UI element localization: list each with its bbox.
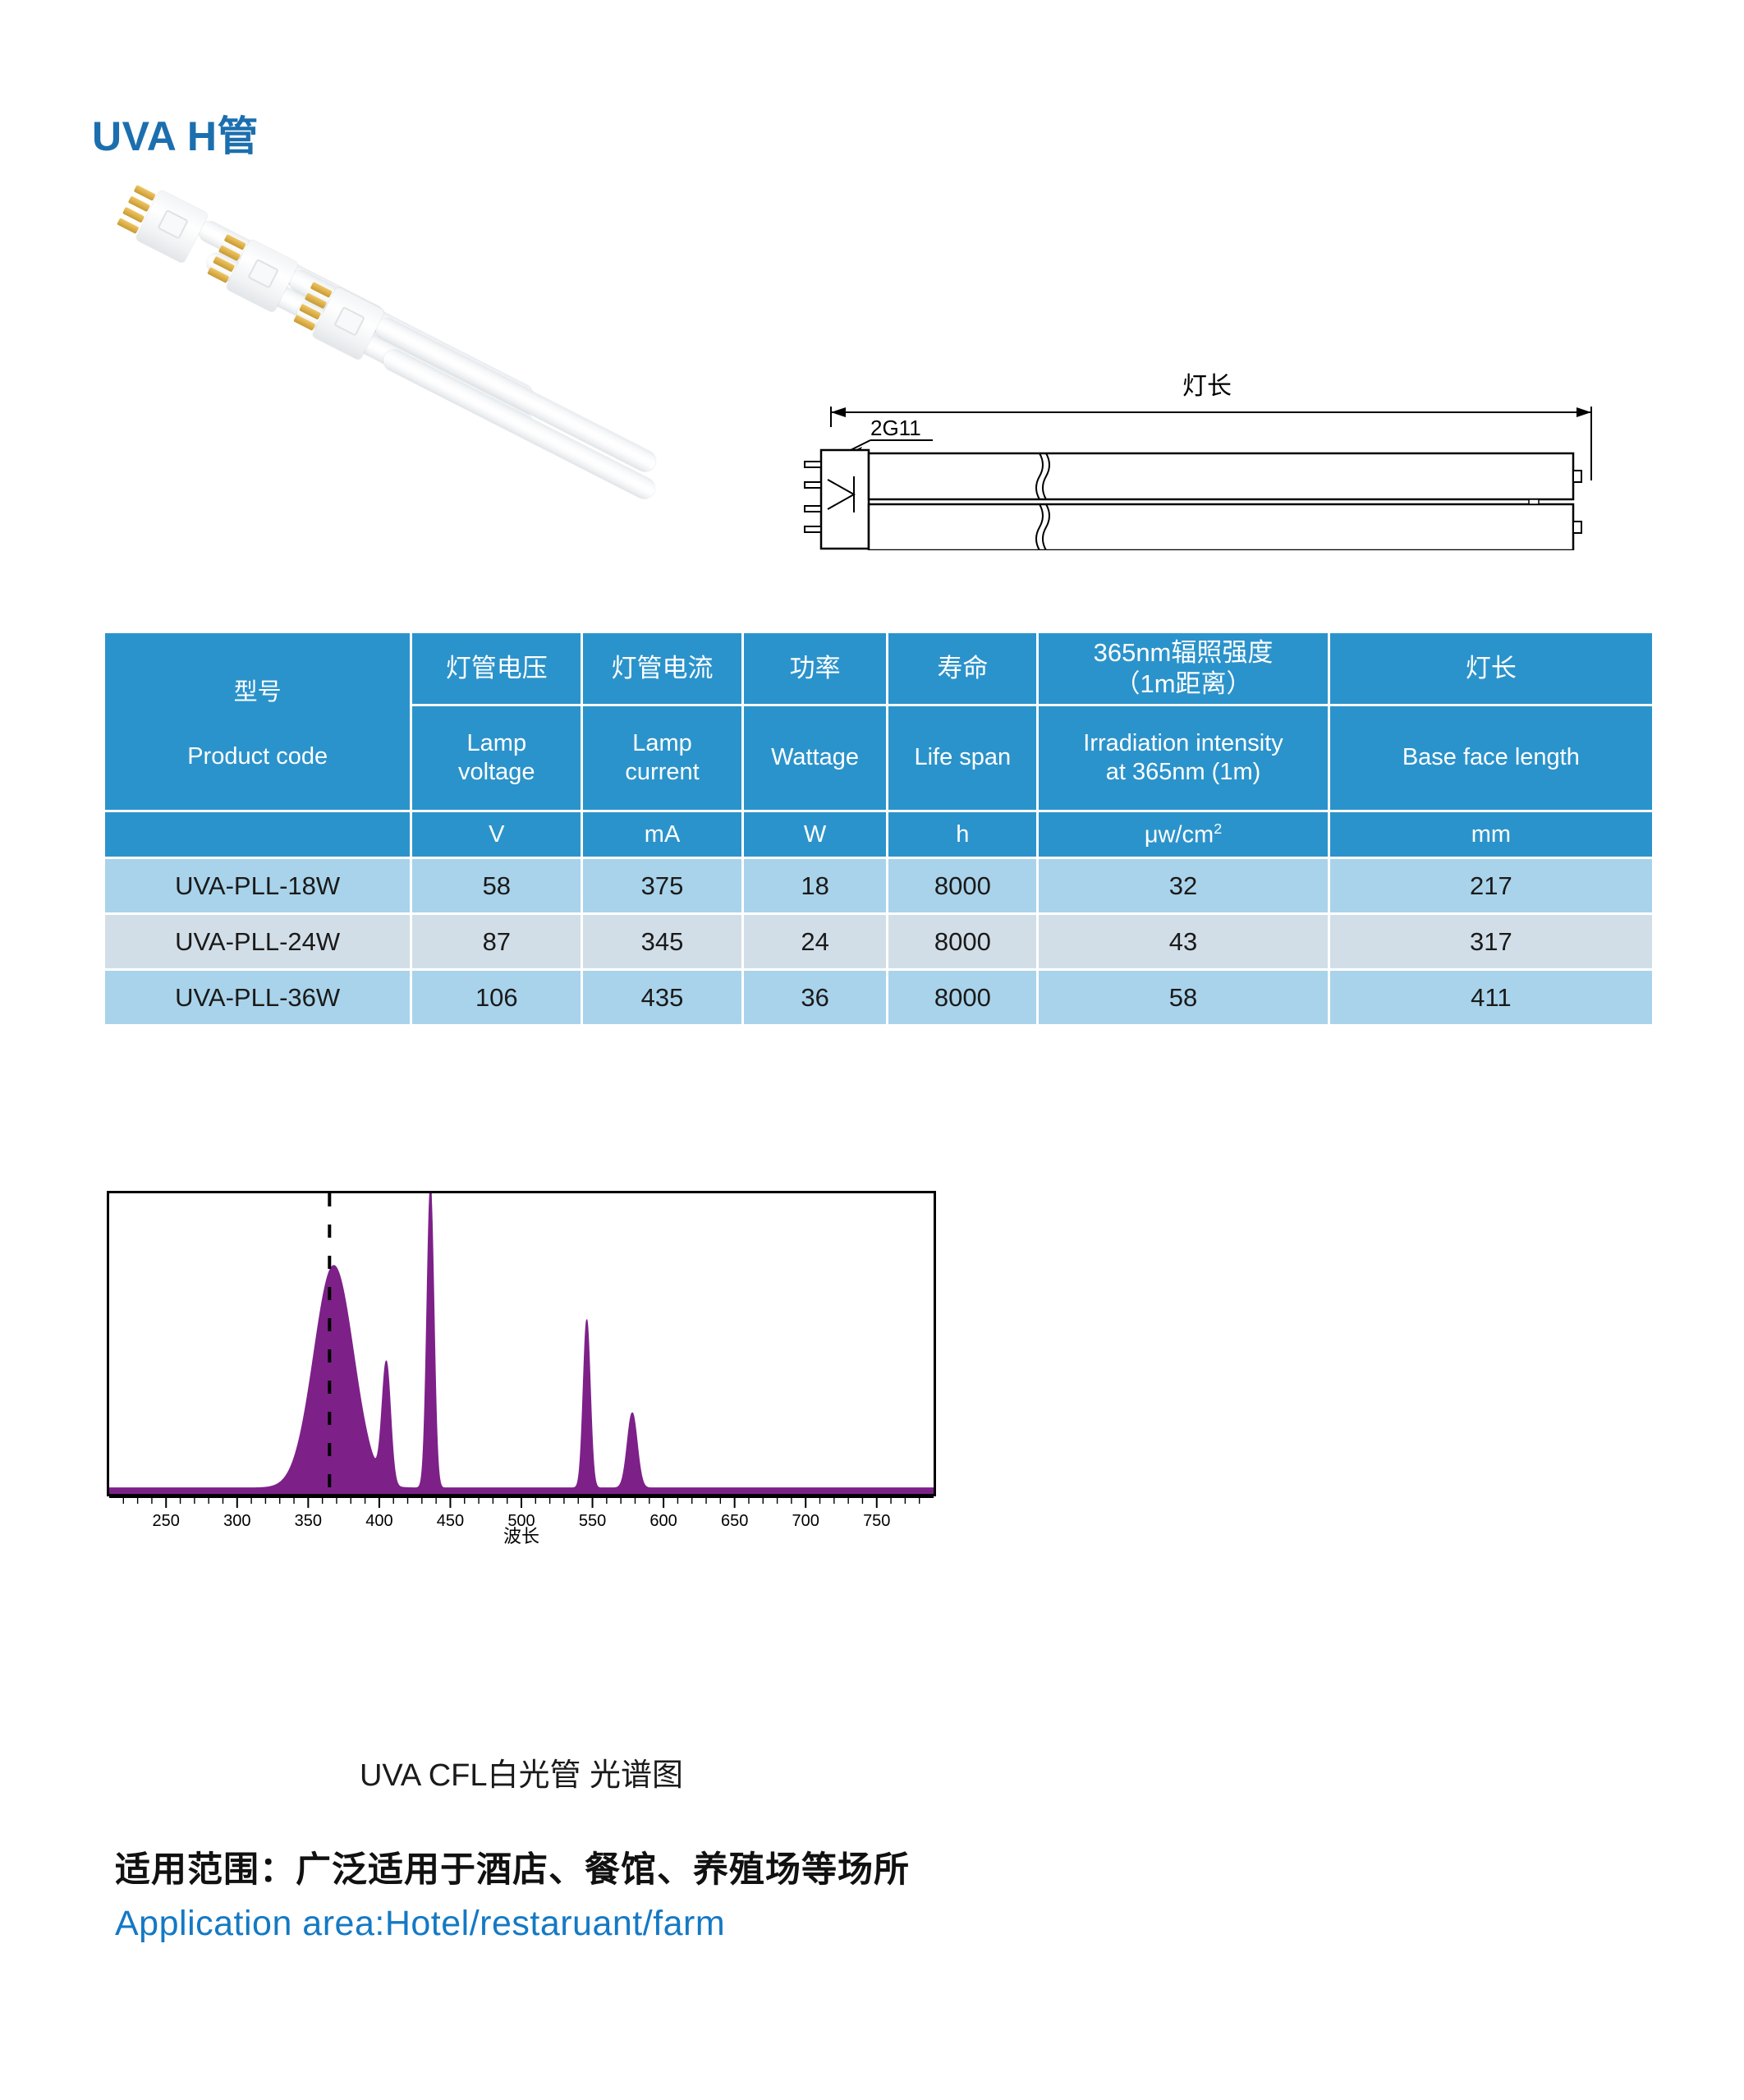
irradiance-en-l1: Irradiation intensity (1083, 729, 1283, 756)
unit-current: mA (583, 812, 741, 857)
cell-irradiance: 43 (1039, 915, 1328, 968)
x-tick-label: 250 (153, 1512, 180, 1530)
specification-table: 型号 Product code 灯管电压 灯管电流 功率 寿命 365nm辐照强… (103, 631, 1655, 1027)
table-row: UVA-PLL-24W 87 345 24 8000 43 317 (105, 915, 1652, 968)
chart-caption: UVA CFL白光管 光谱图 (359, 1758, 684, 1793)
cell-voltage: 87 (412, 915, 581, 968)
lamp-current-en-l2: current (625, 759, 700, 785)
x-tick-label: 500 (507, 1512, 535, 1530)
cell-wattage: 18 (743, 859, 887, 912)
cell-product-code: UVA-PLL-18W (105, 859, 411, 912)
technical-drawing: 灯长 2G11 (788, 361, 1626, 550)
cell-current: 345 (583, 915, 741, 968)
table-row: UVA-PLL-36W 106 435 36 8000 58 411 (105, 971, 1652, 1024)
x-tick-label: 450 (437, 1512, 464, 1530)
application-area-en: Application area:Hotel/restaruant/farm (115, 1903, 726, 1943)
cell-irradiance: 58 (1039, 971, 1328, 1024)
col-header-en-product-code: Product code (187, 743, 328, 770)
col-header-irradiance-cn: 365nm辐照强度 （1m距离） (1039, 633, 1328, 704)
col-header-wattage-en: Wattage (743, 706, 887, 810)
col-header-irradiance-cn-l1: 365nm辐照强度 (1093, 638, 1274, 668)
col-header-lamp-voltage-en: Lamp voltage (412, 706, 581, 810)
chart-xlabel: 波长 (503, 1526, 539, 1546)
x-tick-label: 550 (579, 1512, 606, 1530)
cell-wattage: 24 (743, 915, 887, 968)
irradiance-en-l2: at 365nm (1m) (1105, 759, 1261, 785)
cell-irradiance: 32 (1039, 859, 1328, 912)
col-header-lamp-current-cn: 灯管电流 (583, 633, 741, 704)
lamp-voltage-en-l1: Lamp (466, 729, 527, 756)
unit-wattage: W (743, 812, 887, 857)
spectrum-x-axis: 250 300 350 400 450 500 550 600 650 700 750 (107, 1496, 936, 1554)
col-header-life-span-cn: 寿命 (888, 633, 1037, 704)
cell-voltage: 106 (412, 971, 581, 1024)
table-header-row-en: Lamp voltage Lamp current Wattage Life s… (105, 706, 1652, 810)
cell-current: 375 (583, 859, 741, 912)
x-tick-label: 750 (863, 1512, 890, 1530)
cell-life-span: 8000 (888, 859, 1037, 912)
unit-life-span: h (888, 812, 1037, 857)
x-tick-label: 300 (223, 1512, 250, 1530)
lamp-current-en-l1: Lamp (632, 729, 692, 756)
col-header-irradiance-cn-l2: （1m距离） (1114, 669, 1252, 698)
col-header-base-face-length-cn: 灯长 (1329, 633, 1652, 704)
cell-life-span: 8000 (888, 971, 1037, 1024)
application-area-block: 适用范围：广泛适用于酒店、餐馆、养殖场等场所 Application area:… (115, 1844, 1264, 1950)
cell-base-face-length: 411 (1329, 971, 1652, 1024)
cell-product-code: UVA-PLL-24W (105, 915, 411, 968)
col-header-lamp-voltage-cn: 灯管电压 (412, 633, 581, 704)
spectrum-chart: 250 300 350 400 450 500 550 600 650 700 750 (107, 1191, 936, 1536)
unit-voltage: V (412, 812, 581, 857)
cell-product-code: UVA-PLL-36W (105, 971, 411, 1024)
product-photo-group (117, 185, 813, 563)
spectrum-curve (109, 1193, 934, 1494)
spectrum-plot-area (107, 1191, 936, 1496)
unit-irradiance-sup: 2 (1214, 820, 1223, 837)
col-header-life-span-en: Life span (888, 706, 1037, 810)
unit-base-face-length: mm (1329, 812, 1652, 857)
unit-irradiance-base: μw/cm (1144, 821, 1214, 848)
x-tick-label: 600 (649, 1512, 677, 1530)
x-tick-label: 400 (365, 1512, 392, 1530)
lamp-voltage-en-l2: voltage (458, 759, 535, 785)
svg-text:灯长: 灯长 (1182, 373, 1232, 400)
page-title: UVA H管 (92, 113, 259, 159)
svg-text:2G11: 2G11 (870, 416, 921, 440)
table-header-row-units: V mA W h μw/cm2 mm (105, 812, 1652, 857)
col-header-cn-model: 型号 (233, 679, 282, 705)
col-header-base-face-length-en: Base face length (1329, 706, 1652, 810)
cell-base-face-length: 217 (1329, 859, 1652, 912)
x-tick-label: 350 (295, 1512, 322, 1530)
application-area-cn: 适用范围：广泛适用于酒店、餐馆、养殖场等场所 (115, 1850, 910, 1890)
col-header-irradiance-en: Irradiation intensity at 365nm (1m) (1039, 706, 1328, 810)
table-header: 型号 Product code 灯管电压 灯管电流 功率 寿命 365nm辐照强… (105, 633, 1652, 857)
x-tick-label: 700 (792, 1512, 819, 1530)
cell-base-face-length: 317 (1329, 915, 1652, 968)
cell-wattage: 36 (743, 971, 887, 1024)
unit-cell-empty (105, 812, 411, 857)
cell-voltage: 58 (412, 859, 581, 912)
table-row: UVA-PLL-18W 58 375 18 8000 32 217 (105, 859, 1652, 912)
cell-life-span: 8000 (888, 915, 1037, 968)
table-header-row-cn: 型号 Product code 灯管电压 灯管电流 功率 寿命 365nm辐照强… (105, 633, 1652, 810)
col-header-wattage-cn: 功率 (743, 633, 887, 704)
unit-irradiance: μw/cm2 (1039, 812, 1328, 857)
cell-current: 435 (583, 971, 741, 1024)
col-header-product-code: 型号 Product code (105, 633, 411, 810)
x-tick-label: 650 (721, 1512, 748, 1530)
col-header-lamp-current-en: Lamp current (583, 706, 741, 810)
table-body: UVA-PLL-18W 58 375 18 8000 32 217 UVA-PL… (105, 859, 1652, 1024)
